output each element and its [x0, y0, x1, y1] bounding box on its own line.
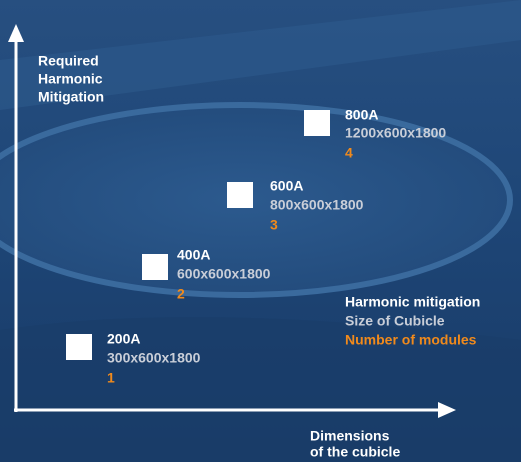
x-arrow: [438, 402, 456, 418]
size: 1200x600x1800: [345, 125, 446, 141]
rating: 600A: [270, 178, 303, 194]
x-axis-label: of the cubicle: [310, 444, 400, 460]
item-box: [66, 334, 92, 360]
legend-modules: Number of modules: [345, 332, 477, 348]
rating: 800A: [345, 107, 378, 123]
size: 600x600x1800: [177, 266, 271, 282]
x-axis-label: Dimensions: [310, 428, 390, 444]
item-box: [227, 182, 253, 208]
legend-rating: Harmonic mitigation: [345, 294, 480, 310]
ground: [0, 317, 521, 462]
modules: 4: [345, 145, 353, 161]
y-axis-label: Harmonic: [38, 71, 103, 87]
rating: 400A: [177, 247, 210, 263]
tank: [0, 102, 513, 298]
road: [0, 0, 521, 110]
modules: 2: [177, 286, 185, 302]
size: 300x600x1800: [107, 350, 201, 366]
item-box: [304, 110, 330, 136]
y-axis-label: Mitigation: [38, 89, 104, 105]
legend-size: Size of Cubicle: [345, 313, 445, 329]
y-axis-label: Required: [38, 53, 99, 69]
y-arrow: [8, 24, 24, 42]
modules: 1: [107, 370, 115, 386]
modules: 3: [270, 217, 278, 233]
rating: 200A: [107, 331, 140, 347]
size: 800x600x1800: [270, 197, 364, 213]
item-box: [142, 254, 168, 280]
